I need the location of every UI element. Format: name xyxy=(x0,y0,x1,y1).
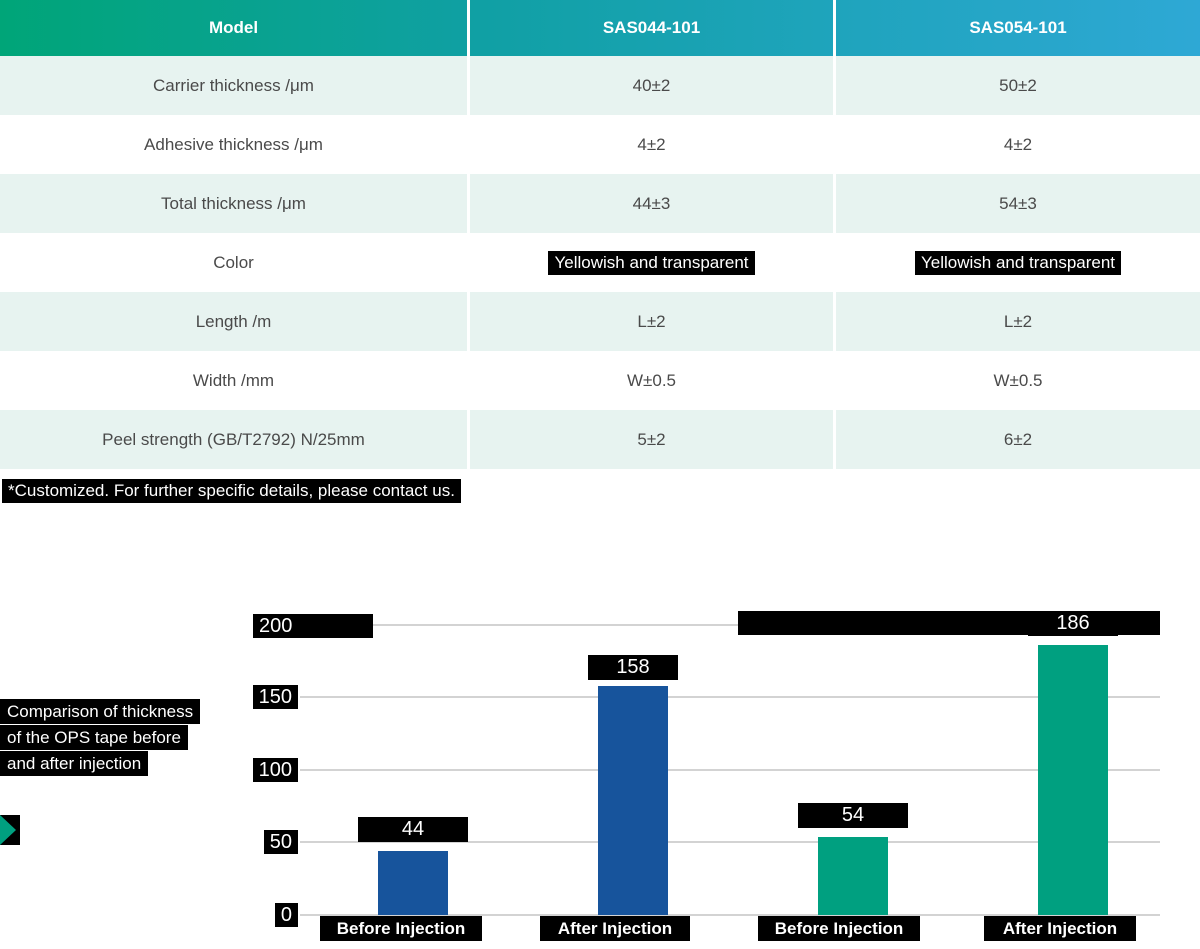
table-row: Peel strength (GB/T2792) N/25mm 5±2 6±2 xyxy=(0,410,1200,469)
table-body: Carrier thickness /μm 40±2 50±2 Adhesive… xyxy=(0,56,1200,469)
row-value-sas044: W±0.5 xyxy=(470,351,836,410)
row-label: Peel strength (GB/T2792) N/25mm xyxy=(0,410,470,469)
row-value-sas054: 4±2 xyxy=(1003,134,1033,154)
y-tick-label: 100 xyxy=(252,758,298,782)
play-triangle-icon xyxy=(0,815,20,845)
table-row: Carrier thickness /μm 40±2 50±2 xyxy=(0,56,1200,115)
bar-before-injection-sas054 xyxy=(818,837,888,915)
row-label: Adhesive thickness /μm xyxy=(0,115,470,174)
x-axis-label: After Injection xyxy=(540,916,690,941)
row-value-sas054: L±2 xyxy=(1003,311,1033,331)
bar-value-label: 186 xyxy=(1028,611,1118,636)
bar-value-label: 158 xyxy=(588,655,678,680)
bar-value-label: 54 xyxy=(798,803,908,828)
axis-baseline xyxy=(300,914,1160,916)
row-label: Color xyxy=(0,233,470,292)
bar-value-label: 44 xyxy=(358,817,468,842)
y-tick-label: 0 xyxy=(274,903,298,927)
table-header-row: Model SAS044-101 SAS054-101 xyxy=(0,0,1200,56)
row-label: Width /mm xyxy=(0,351,470,410)
x-axis-label: Before Injection xyxy=(758,916,920,941)
gridline-100 xyxy=(300,769,1160,771)
table-row: Total thickness /μm 44±3 54±3 xyxy=(0,174,1200,233)
table-row: Length /m L±2 L±2 xyxy=(0,292,1200,351)
y-tick-label: 200 xyxy=(253,614,373,638)
gridline-50 xyxy=(300,841,1160,843)
table-header-sas054: SAS054-101 xyxy=(969,18,1067,37)
table-row: Adhesive thickness /μm 4±2 4±2 xyxy=(0,115,1200,174)
gridline-200 xyxy=(300,624,1160,626)
bar-before-injection-sas044 xyxy=(378,851,448,915)
row-label: Total thickness /μm xyxy=(0,174,470,233)
row-label: Carrier thickness /μm xyxy=(0,56,470,115)
row-value-sas044: L±2 xyxy=(470,292,836,351)
row-label: Length /m xyxy=(0,292,470,351)
row-value-sas054: 6±2 xyxy=(1003,429,1033,449)
table-row: Width /mm W±0.5 W±0.5 xyxy=(0,351,1200,410)
chart-caption-line: Comparison of thickness xyxy=(0,699,201,724)
row-value-sas044: 4±2 xyxy=(470,115,836,174)
row-value-sas044: Yellowish and transparent xyxy=(470,233,836,292)
row-value-sas044: 44±3 xyxy=(470,174,836,233)
highlighted-value: Yellowish and transparent xyxy=(548,250,755,275)
row-value-sas054: 50±2 xyxy=(999,75,1037,95)
chart-caption-line: and after injection xyxy=(0,751,149,776)
row-value-sas044: 40±2 xyxy=(470,56,836,115)
row-value-sas054: Yellowish and transparent xyxy=(836,233,1200,292)
footnote: *Customized. For further specific detail… xyxy=(2,479,461,503)
x-axis-label: Before Injection xyxy=(320,916,482,941)
bar-after-injection-sas044 xyxy=(598,686,668,915)
gridline-150 xyxy=(300,696,1160,698)
y-tick-label: 150 xyxy=(252,685,298,709)
highlighted-value: Yellowish and transparent xyxy=(914,250,1122,275)
table-header-model: Model xyxy=(0,0,470,56)
y-tick-label: 50 xyxy=(263,830,298,854)
row-value-sas044: 5±2 xyxy=(470,410,836,469)
x-axis-label: After Injection xyxy=(984,916,1136,941)
bar-after-injection-sas054 xyxy=(1038,645,1108,915)
table-header-sas044: SAS044-101 xyxy=(470,0,836,56)
row-value-sas054: W±0.5 xyxy=(993,370,1043,390)
spec-table: Model SAS044-101 SAS054-101 Carrier thic… xyxy=(0,0,1200,469)
triangle-shape xyxy=(0,815,16,845)
table-row: Color Yellowish and transparent Yellowis… xyxy=(0,233,1200,292)
chart-caption-line: of the OPS tape before xyxy=(0,725,188,750)
row-value-sas054: 54±3 xyxy=(999,193,1037,213)
